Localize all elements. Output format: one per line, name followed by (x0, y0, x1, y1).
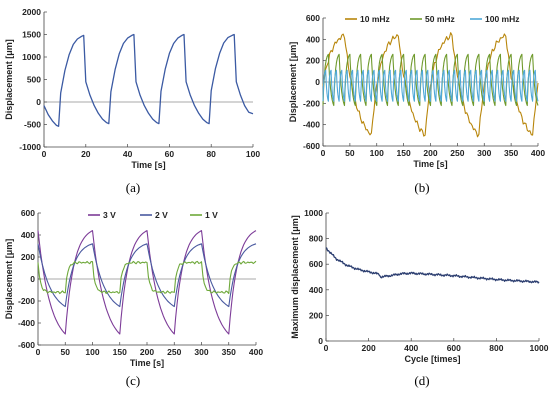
y-tick-label: -200 (18, 296, 35, 306)
x-tick-label: 200 (140, 347, 154, 357)
panel-a: -1000 -500 0 500 1000 1500 2000 0 20 40 60 80 100 Tim… (4, 7, 260, 195)
y-tick-label: 1500 (22, 30, 41, 40)
y-tick-label: 0 (30, 274, 35, 284)
legend-label: 1 V (205, 210, 218, 220)
legend-label: 2 V (155, 210, 168, 220)
series-line-2-v (37, 243, 257, 308)
x-tick-label: 80 (206, 149, 216, 159)
x-axis-label: Time [s] (131, 160, 165, 170)
y-axis-label: Maximum displacement [μm] (290, 215, 300, 339)
y-tick-label: 0 (318, 336, 323, 346)
x-tick-label: 100 (85, 347, 99, 357)
x-tick-label: 0 (321, 148, 326, 158)
y-tick-label: 600 (306, 13, 320, 23)
x-tick-label: 400 (249, 347, 263, 357)
x-tick-label: 50 (345, 148, 355, 158)
x-tick-label: 1000 (530, 343, 549, 353)
y-axis-label: Displacement [μm] (4, 39, 14, 120)
x-tick-label: 350 (504, 148, 518, 158)
y-tick-label: 400 (309, 285, 323, 295)
x-tick-label: 150 (397, 148, 411, 158)
x-tick-label: 100 (370, 148, 384, 158)
y-tick-label: -400 (303, 120, 320, 130)
x-axis-label: Time [s] (130, 358, 164, 368)
y-tick-label: 800 (309, 234, 323, 244)
legend-label: 3 V (103, 210, 116, 220)
legend-label: 50 mHz (425, 14, 455, 24)
y-tick-label: 400 (306, 34, 320, 44)
x-tick-label: 200 (362, 343, 376, 353)
panel-d: 0 200 400 600 800 1000 0 200 400 600 800 1000 Cycle … (290, 208, 549, 388)
panel-caption: (b) (414, 180, 429, 195)
y-tick-label: -500 (24, 120, 41, 130)
panel-caption: (a) (126, 180, 140, 195)
y-tick-label: 0 (36, 97, 41, 107)
x-axis-label: Cycle [times] (404, 354, 460, 364)
y-tick-label: 200 (309, 310, 323, 320)
series-line-1 (43, 33, 254, 127)
y-tick-label: 200 (306, 56, 320, 66)
y-tick-label: 0 (315, 77, 320, 87)
y-tick-label: -600 (303, 141, 320, 151)
x-tick-label: 150 (113, 347, 127, 357)
panel-b: -600 -400 -200 0 200 400 600 0 50 100 150 200 250 300… (288, 13, 545, 195)
x-tick-label: 100 (246, 149, 260, 159)
x-tick-label: 350 (222, 347, 236, 357)
x-tick-label: 0 (42, 149, 47, 159)
panel-caption: (c) (126, 373, 140, 388)
series-line-50-mhz (322, 53, 539, 107)
series-line-1 (325, 247, 540, 284)
y-tick-label: 400 (21, 230, 35, 240)
y-tick-label: -400 (18, 318, 35, 328)
panel-caption: (d) (414, 373, 429, 388)
series-line-100-mhz (322, 69, 539, 102)
x-tick-label: 800 (489, 343, 503, 353)
y-axis-label: Displacement [μm] (288, 42, 298, 123)
y-tick-label: 200 (21, 252, 35, 262)
x-tick-label: 250 (167, 347, 181, 357)
legend-label: 10 mHz (360, 14, 390, 24)
y-tick-label: 1000 (304, 208, 323, 218)
x-tick-label: 300 (194, 347, 208, 357)
x-tick-label: 400 (404, 343, 418, 353)
x-tick-label: 250 (450, 148, 464, 158)
x-tick-label: 400 (531, 148, 545, 158)
x-tick-label: 0 (36, 347, 41, 357)
x-tick-label: 300 (477, 148, 491, 158)
y-tick-label: 500 (27, 75, 41, 85)
y-axis-label: Displacement [μm] (4, 239, 14, 320)
y-tick-label: 1000 (22, 52, 41, 62)
x-tick-label: 60 (165, 149, 175, 159)
legend-label: 100 mHz (485, 14, 520, 24)
y-tick-label: 600 (309, 259, 323, 269)
series-line-1-v (37, 260, 257, 295)
x-tick-label: 600 (447, 343, 461, 353)
y-tick-label: -200 (303, 98, 320, 108)
x-tick-label: 40 (123, 149, 133, 159)
y-tick-label: -600 (18, 340, 35, 350)
x-tick-label: 50 (61, 347, 71, 357)
x-tick-label: 200 (423, 148, 437, 158)
y-tick-label: -1000 (19, 142, 41, 152)
y-tick-label: 2000 (22, 7, 41, 17)
x-tick-label: 20 (81, 149, 91, 159)
x-tick-label: 0 (324, 343, 329, 353)
y-tick-label: 600 (21, 208, 35, 218)
x-axis-label: Time [s] (413, 159, 447, 169)
panel-c: -600 -400 -200 0 200 400 600 0 50 100 150 200 250 300… (4, 208, 263, 388)
series-line-10-mhz (322, 32, 539, 138)
